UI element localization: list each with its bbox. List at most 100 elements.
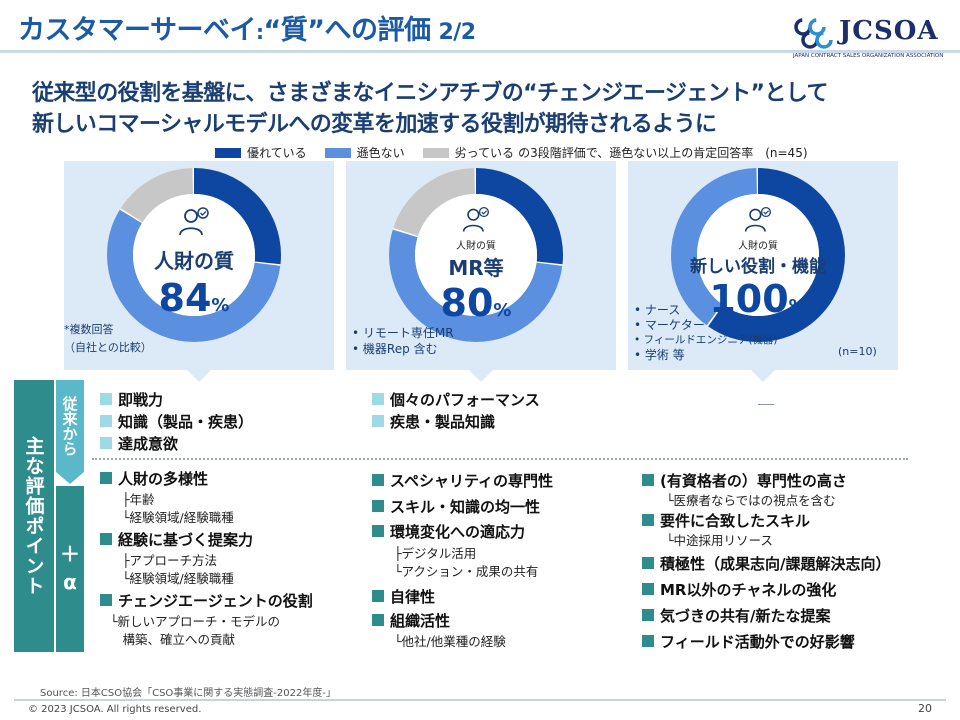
conventional-arrow-icon <box>56 472 84 484</box>
legend-label-comparable: 遜色ない <box>356 146 405 160</box>
donut-chart-new-roles <box>671 168 845 342</box>
page-number: 20 <box>918 702 932 715</box>
conventional-label: 従来から <box>56 380 84 472</box>
alpha-sign: α <box>63 570 77 594</box>
list-subitem: ├年齢 <box>122 492 155 507</box>
person-award-icon <box>744 206 772 232</box>
donut-slice-comparable <box>671 168 845 342</box>
list-item: 環境変化への適応力 <box>372 519 553 543</box>
jcsoa-logo: JCSOA JAPAN CONTRACT SALES ORGANIZATION … <box>793 16 943 62</box>
donut-percent-unit: % <box>493 300 512 321</box>
panel-pointer <box>187 370 211 382</box>
title-main: カスタマーサーベイ <box>18 15 256 46</box>
list-subitem: └経験領域/経験職種 <box>122 510 234 525</box>
plus-alpha-text: ＋ α <box>56 540 84 596</box>
panel-note-1: *複数回答 <box>64 323 114 336</box>
list-item: 気づきの共有/新たな提案 <box>642 602 890 628</box>
headline-line-1: 従来型の役割を基盤に、さまざまなイニシアチブの“チェンジエージェント”として <box>32 81 829 106</box>
sample-size-note: (n=10) <box>838 345 877 358</box>
panel-note-2: • 機器Rep 含む <box>352 342 438 356</box>
list-item: 達成意欲 <box>100 432 253 454</box>
panel-note-2: • マーケター <box>634 318 705 332</box>
chart-panel-talent: 人財の質 84% *複数回答 （自社との比較） <box>64 161 334 382</box>
donut-caption: 人財の質 <box>738 241 778 252</box>
title-colon: : <box>255 20 264 44</box>
donut-slice-excellent <box>671 168 845 342</box>
list-item: チェンジエージェントの役割 <box>100 589 313 611</box>
plus-sign: ＋ <box>60 542 80 566</box>
list-item: フィールド活動外での好影響 <box>642 628 890 654</box>
legend-item-inferior: 劣っている <box>422 144 515 161</box>
donut-percent: 80 <box>440 281 494 325</box>
donut-percent: 84 <box>158 276 212 320</box>
section-divider <box>92 458 908 460</box>
list-item: 疾患・製品知識 <box>372 410 540 432</box>
legend-swatch-inferior <box>422 147 449 158</box>
list-item: 人財の多様性 <box>100 467 313 489</box>
donut-center-talent: 人財の質 84% <box>104 245 284 320</box>
logo-wordmark: JCSOA <box>839 16 939 46</box>
list-subitem: ├デジタル活用 <box>394 546 477 561</box>
page-title: カスタマーサーベイ:“質”への評価 2/2 <box>18 8 476 47</box>
legend-label-excellent: 優れている <box>247 146 307 160</box>
list-item: (有資格者の）専門性の高さ <box>642 470 890 490</box>
panel-note-1: • リモート専任MR <box>352 326 454 340</box>
copyright: © 2023 JCSOA. All rights reserved. <box>28 704 202 715</box>
panel-note-2: （自社との比較） <box>64 341 152 354</box>
conventional-list-col2: 個々のパフォーマンス 疾患・製品知識 <box>372 388 540 432</box>
legend-note: の3段階評価で、遜色ない以上の肯定回答率 (n=45) <box>518 146 808 160</box>
donut-slice-comparable <box>389 168 563 342</box>
conventional-col3-dash <box>758 404 774 405</box>
chart-legend: 優れている 遜色ない 劣っている の3段階評価で、遜色ない以上の肯定回答率 (n… <box>215 144 808 161</box>
logo-subtitle: JAPAN CONTRACT SALES ORGANIZATION ASSOCI… <box>793 53 944 59</box>
chart-panel-new-roles: 人財の質 新しい役割・機能 100% • ナース • マーケター • フィールド… <box>628 161 898 382</box>
legend-label-inferior: 劣っている <box>454 146 515 160</box>
plus-list-col3: (有資格者の）専門性の高さ └医療者ならではの視点を含む 要件に合致したスキル … <box>642 470 890 654</box>
main-evaluation-points-text: 主な評価ポイント <box>22 436 45 596</box>
list-item: 経験に基づく提案力 <box>100 528 313 550</box>
logo-mark-icon <box>794 18 833 49</box>
legend-swatch-excellent <box>215 147 241 158</box>
panel-note-3: • フィールドエンジニア(機器) <box>634 334 778 346</box>
legend-swatch-comparable <box>324 147 351 158</box>
source-note: Source: 日本CSO協会「CSO事業に関する実態調査-2022年度-」 <box>40 688 336 699</box>
list-item: スペシャリティの専門性 <box>372 467 553 493</box>
donut-label: 人財の質 <box>154 249 234 273</box>
list-item: 組織活性 <box>372 609 553 631</box>
list-subitem: └新しいアプローチ・モデルの <box>110 614 281 629</box>
list-subitem: └中途採用リソース <box>666 533 773 548</box>
conventional-list-col1: 即戦力 知識（製品・疾患） 達成意欲 <box>100 388 253 454</box>
list-item: 自律性 <box>372 583 553 609</box>
chart-panel-mr: 人財の質 MR等 80% • リモート専任MR • 機器Rep 含む <box>346 161 616 382</box>
headline-line-2: 新しいコマーシャルモデルへの変革を加速する役割が期待されるように <box>32 112 717 137</box>
list-item: 個々のパフォーマンス <box>372 388 540 410</box>
legend-item-comparable: 遜色ない <box>324 144 405 161</box>
donut-label: 新しい役割・機能 <box>690 257 826 277</box>
legend-item-excellent: 優れている <box>215 144 307 161</box>
donut-slice-comparable <box>107 168 281 342</box>
donut-percent-unit: % <box>788 296 807 317</box>
donut-chart-talent <box>107 168 281 342</box>
donut-caption: 人財の質 <box>456 241 496 252</box>
title-rest: “質”への評価 <box>263 15 431 46</box>
list-item: 積極性（成果志向/課題解決志向） <box>642 550 890 576</box>
footer-divider <box>14 699 946 701</box>
donut-slice-excellent <box>389 168 563 342</box>
donut-chart-mr <box>389 168 563 342</box>
page-fraction: 2/2 <box>438 20 476 45</box>
list-subitem: └アクション・成果の共有 <box>394 564 539 579</box>
list-subitem: └経験領域/経験職種 <box>122 571 234 586</box>
donut-percent: 100 <box>709 277 789 321</box>
conventional-text: 従来から <box>60 396 79 456</box>
person-award-icon <box>462 206 490 232</box>
list-subitem: 構築、確立への貢献 <box>110 632 236 647</box>
plus-list-col2: スペシャリティの専門性 スキル・知識の均一性 環境変化への適応力 ├デジタル活用… <box>372 467 553 649</box>
donut-slice-excellent <box>107 168 281 342</box>
list-item: MR以外のチャネルの強化 <box>642 576 890 602</box>
panel-note-1: • ナース <box>634 303 681 317</box>
plus-list-col1: 人財の多様性 ├年齢 └経験領域/経験職種 経験に基づく提案力 ├アプローチ方法… <box>100 467 313 647</box>
plus-alpha-label: ＋ α <box>56 486 84 652</box>
title-divider <box>0 50 960 53</box>
panel-pointer <box>469 370 493 382</box>
main-evaluation-points-label: 主な評価ポイント <box>14 380 54 652</box>
